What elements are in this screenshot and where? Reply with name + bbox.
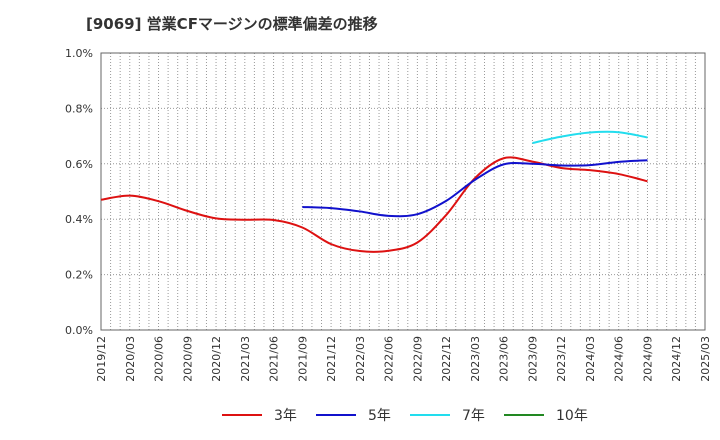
x-tick-label: 2023/03 xyxy=(469,336,482,382)
y-tick-label: 0.0% xyxy=(65,324,93,337)
x-tick-label: 2023/06 xyxy=(498,336,511,382)
x-tick-label: 2021/06 xyxy=(268,336,281,382)
series-line-2 xyxy=(302,159,648,218)
legend-label: 5年 xyxy=(368,408,391,424)
y-tick-label: 1.0% xyxy=(65,47,93,60)
x-tick-label: 2021/03 xyxy=(239,336,252,382)
x-tick-label: 2022/06 xyxy=(383,336,396,382)
y-tick-label: 0.2% xyxy=(65,269,93,282)
x-tick-label: 2022/09 xyxy=(411,336,424,382)
x-tick-label: 2020/06 xyxy=(153,336,166,382)
legend-swatch xyxy=(504,414,544,416)
legend-item: 5年 xyxy=(316,403,391,427)
x-tick-label: 2024/06 xyxy=(613,336,626,382)
x-tick-label: 2022/03 xyxy=(354,336,367,382)
x-tick-label: 2020/09 xyxy=(181,336,194,382)
chart-legend: 3年 5年 7年 10年 xyxy=(0,403,720,427)
x-tick-label: 2024/12 xyxy=(670,336,683,382)
series-line-3 xyxy=(532,130,648,145)
chart-title: [9069] 営業CFマージンの標準偏差の推移 xyxy=(86,15,378,33)
x-tick-label: 2023/09 xyxy=(526,336,539,382)
x-tick-label: 2021/09 xyxy=(296,336,309,382)
x-tick-label: 2024/09 xyxy=(641,336,654,382)
x-tick-label: 2021/12 xyxy=(325,336,338,382)
y-tick-label: 0.8% xyxy=(65,102,93,115)
legend-label: 7年 xyxy=(462,408,485,424)
chart-plot: 0.0% 0.2% 0.4% 0.6% 0.8% 1.0% 2019/12 2020/03 20… xyxy=(65,47,712,382)
x-tick-label: 2020/03 xyxy=(124,336,137,382)
legend-item: 10年 xyxy=(504,403,588,427)
legend-swatch xyxy=(222,414,262,416)
legend-label: 10年 xyxy=(556,408,588,424)
legend-swatch xyxy=(316,414,356,416)
x-tick-label: 2020/12 xyxy=(210,336,223,382)
x-tick-label: 2022/12 xyxy=(440,336,453,382)
series-line-1 xyxy=(100,156,648,253)
plot-frame xyxy=(100,52,706,331)
x-tick-label: 2024/03 xyxy=(584,336,597,382)
legend-swatch xyxy=(410,414,450,416)
legend-label: 3年 xyxy=(274,408,297,424)
x-tick-label: 2019/12 xyxy=(95,336,108,382)
x-tick-label: 2025/03 xyxy=(699,336,712,382)
y-tick-label: 0.6% xyxy=(65,158,93,171)
x-tick-label: 2023/12 xyxy=(555,336,568,382)
legend-item: 7年 xyxy=(410,403,485,427)
y-tick-label: 0.4% xyxy=(65,213,93,226)
legend-item: 3年 xyxy=(222,403,297,427)
